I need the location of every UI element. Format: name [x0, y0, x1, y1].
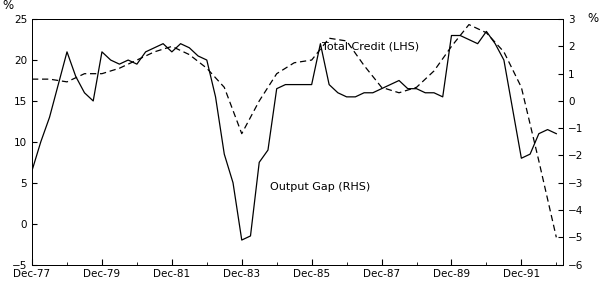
Y-axis label: %: %	[587, 12, 598, 25]
Text: Total Credit (LHS): Total Credit (LHS)	[322, 42, 419, 52]
Y-axis label: %: %	[2, 0, 14, 12]
Text: Output Gap (RHS): Output Gap (RHS)	[270, 182, 370, 192]
